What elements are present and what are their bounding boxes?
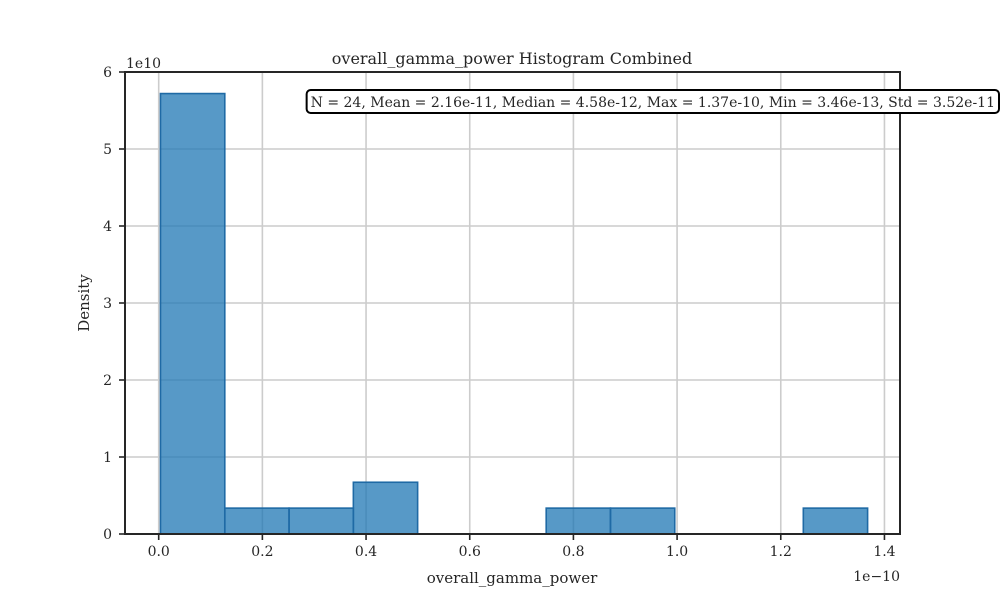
- x-tick-label: 0.2: [251, 544, 273, 560]
- x-tick-label: 0.4: [355, 544, 377, 560]
- histogram-bar: [288, 507, 355, 535]
- histogram-bars: [159, 92, 869, 535]
- x-tick-label: 1.0: [666, 544, 688, 560]
- y-tick-label: 2: [103, 373, 112, 389]
- histogram-bar: [223, 507, 290, 535]
- grid-lines: [125, 71, 900, 535]
- y-tick-label: 5: [103, 142, 112, 158]
- y-tick-label: 6: [103, 65, 112, 81]
- histogram-bar: [545, 507, 612, 535]
- x-axis-label: overall_gamma_power: [427, 569, 598, 587]
- x-tick-label: 1.2: [770, 544, 792, 560]
- x-axis-scale-label: 1e−10: [853, 569, 900, 585]
- y-tick-label: 0: [103, 527, 112, 543]
- histogram-bar: [159, 92, 226, 535]
- x-tick-label: 0.8: [562, 544, 584, 560]
- axis-ticks: 0.0 0.2 0.4 0.6 0.8 1.0 1.2 1.4 0 1 2 3 4 5 6: [103, 65, 896, 560]
- chart-title: overall_gamma_power Histogram Combined: [332, 49, 692, 68]
- histogram-bar: [609, 507, 676, 535]
- x-tick-label: 0.6: [459, 544, 481, 560]
- stats-box-border: [305, 89, 1000, 114]
- y-tick-label: 1: [103, 450, 112, 466]
- stats-text: N = 24, Mean = 2.16e-11, Median = 4.58e-…: [311, 95, 995, 111]
- y-axis-scale-label: 1e10: [126, 56, 161, 72]
- histogram-bar: [352, 481, 419, 535]
- stats-box: N = 24, Mean = 2.16e-11, Median = 4.58e-…: [305, 89, 1000, 114]
- x-tick-label: 0.0: [148, 544, 170, 560]
- x-tick-label: 1.4: [873, 544, 895, 560]
- y-tick-label: 3: [103, 296, 112, 312]
- histogram-bar: [802, 507, 869, 535]
- y-tick-label: 4: [103, 219, 112, 235]
- y-axis-label: Density: [75, 274, 93, 332]
